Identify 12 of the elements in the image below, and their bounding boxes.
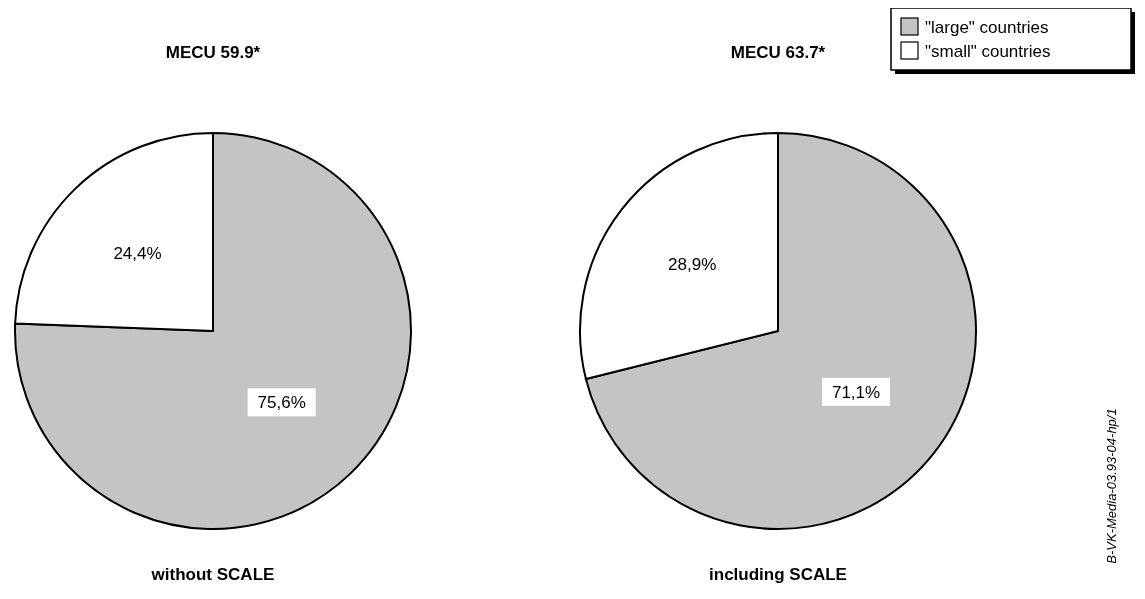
text: without SCALE: [150, 565, 275, 584]
data-label: 75,6%: [257, 393, 306, 413]
text: B-VK-Media-03.93-04-hp/1: [1104, 408, 1119, 564]
data-label: 28,9%: [668, 254, 717, 274]
pie-slice: [14, 132, 412, 530]
data-label: 24,4%: [113, 243, 162, 263]
text: MECU 63.7*: [730, 43, 826, 62]
text: including SCALE: [709, 565, 847, 584]
legend-label: "small" countries: [925, 41, 1051, 61]
data-label: 71,1%: [831, 382, 881, 402]
chart-title: MECU 59.9*: [165, 43, 261, 62]
legend-label: "large" countries: [925, 17, 1049, 37]
